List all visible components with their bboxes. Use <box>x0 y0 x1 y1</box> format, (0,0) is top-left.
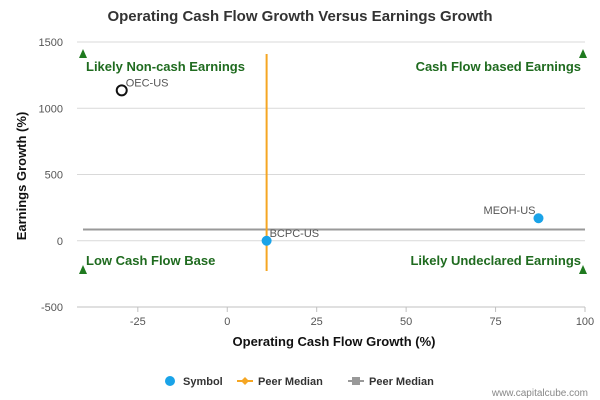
quadrant-layer: Likely Non-cash Earnings Cash Flow based… <box>79 49 587 274</box>
quadrant-label-bottom-right: Likely Undeclared Earnings <box>410 253 581 268</box>
quadrant-marker-top-left <box>79 49 87 58</box>
quadrant-label-bottom-left: Low Cash Flow Base <box>86 253 215 268</box>
y-tick-label: 500 <box>45 170 63 182</box>
legend-item: Peer Median <box>348 376 434 388</box>
quadrant-marker-top-right <box>579 49 587 58</box>
data-point <box>533 213 544 224</box>
quadrant-label-top-right: Cash Flow based Earnings <box>416 59 581 74</box>
legend-square-marker <box>352 377 360 385</box>
tick-layer: -500 0 500 1000 1500 -25 0 25 50 75 100 <box>39 37 595 328</box>
y-tick-label: -500 <box>41 302 63 314</box>
legend-diamond-marker <box>241 377 249 385</box>
y-tick-label: 0 <box>57 236 63 248</box>
credit-text: www.capitalcube.com <box>491 388 588 399</box>
legend-item: Symbol <box>165 376 223 388</box>
point-layer: OEC-US BCPC-US MEOH-US <box>115 77 544 246</box>
median-layer <box>83 54 585 271</box>
quadrant-marker-bottom-left <box>79 265 87 274</box>
quadrant-marker-bottom-right <box>579 265 587 274</box>
legend-symbol-marker <box>165 376 175 386</box>
data-point <box>115 84 128 97</box>
data-point-label: MEOH-US <box>484 205 536 217</box>
y-axis-title: Earnings Growth (%) <box>14 112 29 241</box>
legend-label: Peer Median <box>258 376 323 388</box>
x-tick-label: 75 <box>489 316 501 328</box>
x-tick-label: 25 <box>311 316 323 328</box>
legend-item: Peer Median <box>237 376 323 388</box>
legend-label: Symbol <box>183 376 223 388</box>
quadrant-label-top-left: Likely Non-cash Earnings <box>86 59 245 74</box>
x-tick-label: 100 <box>576 316 594 328</box>
data-point-label: OEC-US <box>126 77 169 89</box>
data-point <box>261 235 272 246</box>
y-tick-label: 1500 <box>39 37 63 49</box>
x-axis-title: Operating Cash Flow Growth (%) <box>233 334 436 349</box>
x-tick-label: 0 <box>224 316 230 328</box>
y-tick-label: 1000 <box>39 103 63 115</box>
x-tick-label: -25 <box>130 316 146 328</box>
x-tick-label: 50 <box>400 316 412 328</box>
chart-title: Operating Cash Flow Growth Versus Earnin… <box>107 8 492 25</box>
legend-label: Peer Median <box>369 376 434 388</box>
legend: Symbol Peer Median Peer Median <box>165 376 434 388</box>
data-point-label: BCPC-US <box>270 228 320 240</box>
